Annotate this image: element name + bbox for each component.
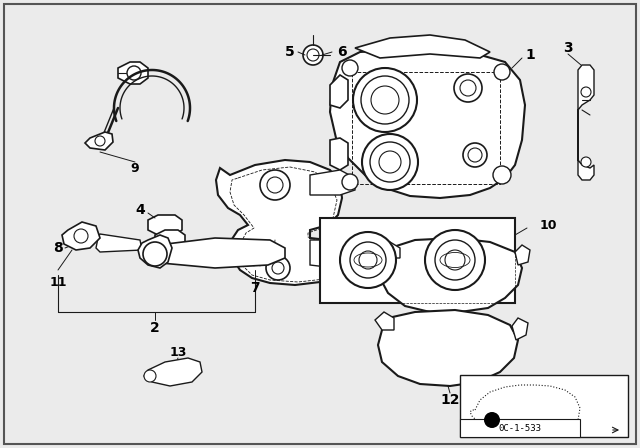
Circle shape xyxy=(581,87,591,97)
Polygon shape xyxy=(310,240,348,268)
Circle shape xyxy=(307,49,319,61)
Text: 4: 4 xyxy=(135,203,145,217)
Bar xyxy=(460,419,580,437)
Circle shape xyxy=(342,174,358,190)
Circle shape xyxy=(340,232,396,288)
Circle shape xyxy=(143,242,167,266)
Polygon shape xyxy=(380,238,522,312)
Text: 3: 3 xyxy=(563,41,573,55)
Circle shape xyxy=(454,74,482,102)
Polygon shape xyxy=(85,132,113,150)
Circle shape xyxy=(581,157,591,167)
Polygon shape xyxy=(144,358,202,386)
Polygon shape xyxy=(375,312,394,330)
Circle shape xyxy=(350,242,386,278)
Polygon shape xyxy=(310,170,355,195)
Circle shape xyxy=(468,148,482,162)
Polygon shape xyxy=(330,48,525,198)
Text: 2: 2 xyxy=(150,321,160,335)
Circle shape xyxy=(95,136,105,146)
Circle shape xyxy=(266,256,290,280)
Circle shape xyxy=(303,45,323,65)
Polygon shape xyxy=(330,75,348,108)
Circle shape xyxy=(463,143,487,167)
Polygon shape xyxy=(216,160,342,285)
Polygon shape xyxy=(62,222,100,250)
Circle shape xyxy=(493,166,511,184)
Bar xyxy=(320,218,515,303)
Text: 9: 9 xyxy=(131,161,140,175)
Bar xyxy=(320,218,515,303)
Circle shape xyxy=(371,86,399,114)
Circle shape xyxy=(127,66,141,80)
Text: 1: 1 xyxy=(525,48,535,62)
Circle shape xyxy=(359,251,377,269)
Circle shape xyxy=(494,64,510,80)
Polygon shape xyxy=(515,245,530,265)
Bar xyxy=(352,72,500,184)
Circle shape xyxy=(362,134,418,190)
Polygon shape xyxy=(150,238,285,268)
Circle shape xyxy=(342,60,358,76)
Text: 5: 5 xyxy=(285,45,295,59)
Text: 7: 7 xyxy=(250,281,260,295)
Polygon shape xyxy=(355,35,490,58)
Circle shape xyxy=(370,142,410,182)
Circle shape xyxy=(74,229,88,243)
Text: 6: 6 xyxy=(337,45,347,59)
Circle shape xyxy=(267,177,283,193)
Circle shape xyxy=(460,80,476,96)
Text: 0C-1-533: 0C-1-533 xyxy=(499,423,541,432)
Circle shape xyxy=(435,240,475,280)
Text: 13: 13 xyxy=(170,345,187,358)
Polygon shape xyxy=(118,62,148,84)
Bar xyxy=(460,375,628,437)
Polygon shape xyxy=(578,65,594,180)
Polygon shape xyxy=(512,318,528,340)
Text: 8: 8 xyxy=(53,241,63,255)
Circle shape xyxy=(425,230,485,290)
Polygon shape xyxy=(148,215,182,235)
Polygon shape xyxy=(138,235,172,268)
Text: 10: 10 xyxy=(540,219,557,232)
Circle shape xyxy=(445,250,465,270)
Polygon shape xyxy=(155,230,185,250)
Circle shape xyxy=(353,68,417,132)
Circle shape xyxy=(379,151,401,173)
Circle shape xyxy=(272,262,284,274)
Polygon shape xyxy=(382,242,400,258)
Circle shape xyxy=(361,76,409,124)
Polygon shape xyxy=(378,310,518,386)
Polygon shape xyxy=(96,234,142,252)
Circle shape xyxy=(484,412,500,428)
Polygon shape xyxy=(330,138,348,170)
Circle shape xyxy=(144,370,156,382)
Text: 11: 11 xyxy=(49,276,67,289)
Text: 12: 12 xyxy=(440,393,460,407)
Circle shape xyxy=(260,170,290,200)
